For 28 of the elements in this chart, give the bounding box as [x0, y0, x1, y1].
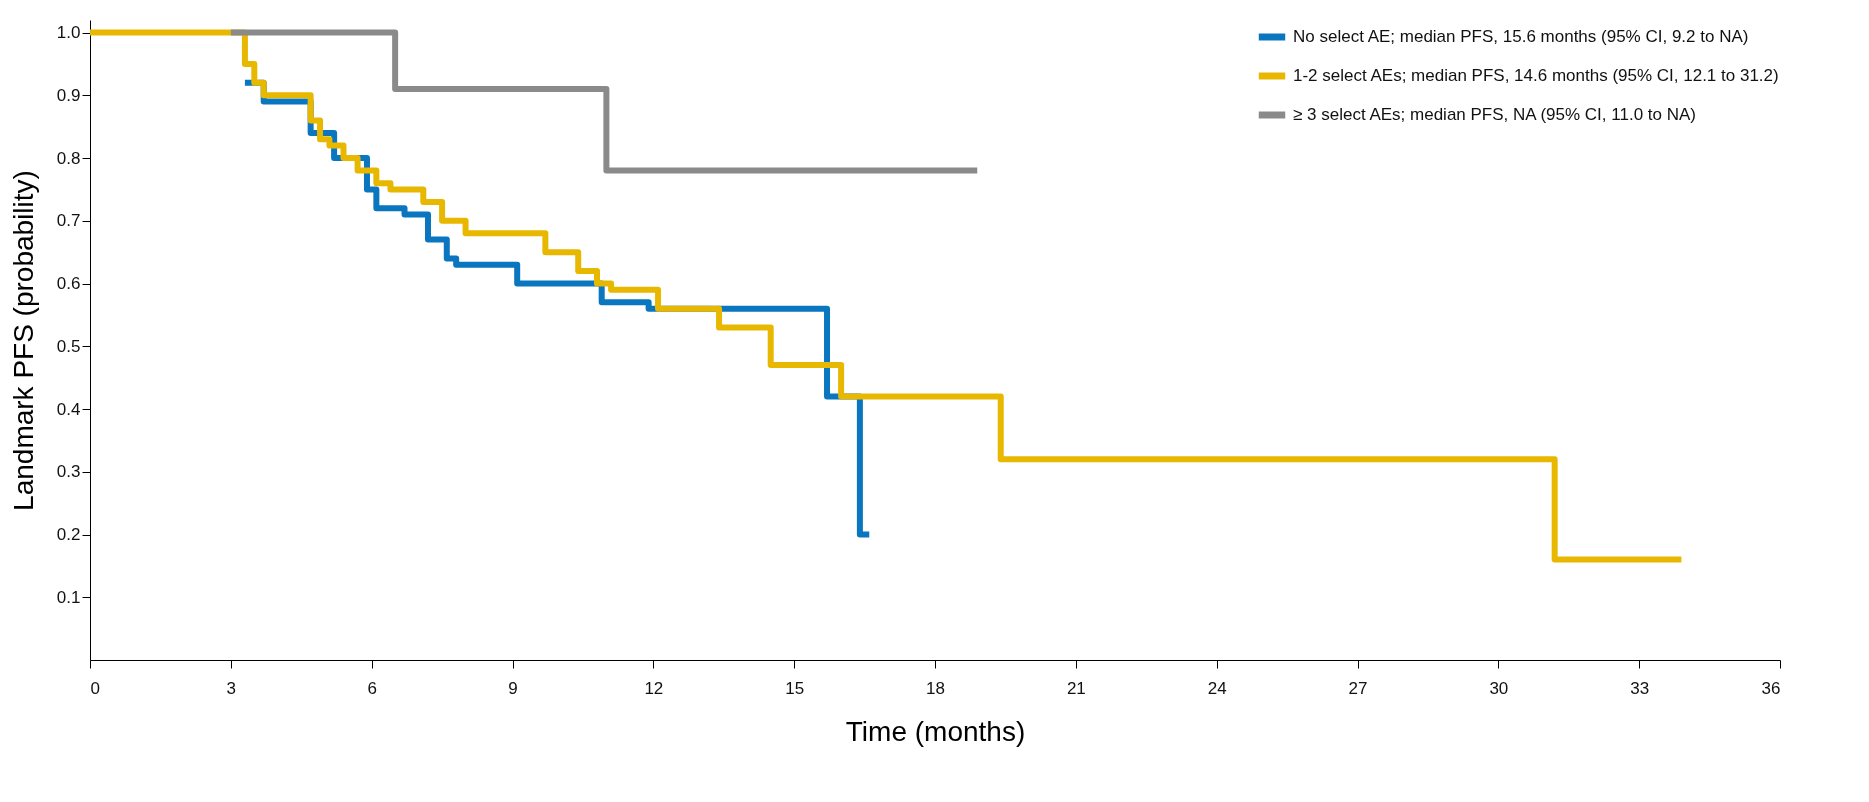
legend-label: 1-2 select AEs; median PFS, 14.6 months (95% CI, 12.1 to 31.2): [1293, 66, 1779, 85]
x-tick-label: 12: [644, 678, 664, 698]
y-tick-label: 0.4: [56, 399, 81, 419]
y-tick-label: 0.9: [56, 85, 81, 105]
x-tick-label: 21: [1066, 678, 1086, 698]
x-tick-label: 9: [508, 678, 518, 698]
legend-label: ≥ 3 select AEs; median PFS, NA (95% CI, 11.0 to NA): [1293, 105, 1697, 124]
y-tick-label: 0.5: [56, 336, 81, 356]
x-tick-label: 18: [926, 678, 945, 698]
y-tick-label: 0.1: [56, 587, 81, 607]
x-tick-label: 24: [1207, 678, 1227, 698]
x-tick-label: 27: [1348, 678, 1368, 698]
x-tick-label: 36: [1761, 678, 1781, 698]
x-axis-title: Time (months): [845, 715, 1026, 747]
y-tick-label: 0.7: [56, 211, 81, 231]
y-tick-label: 0.2: [56, 525, 81, 545]
x-tick-label: 0: [90, 678, 100, 698]
legend-label: No select AE; median PFS, 15.6 months (95% CI, 9.2 to NA): [1293, 27, 1749, 46]
y-axis-title: Landmark PFS (probability): [7, 170, 39, 511]
y-tick-label: 0.8: [56, 148, 81, 168]
x-tick-label: 33: [1630, 678, 1650, 698]
y-tick-label: 0.3: [56, 462, 81, 482]
x-tick-label: 6: [367, 678, 377, 698]
y-tick-label: 1.0: [56, 23, 81, 43]
y-tick-label: 0.6: [56, 274, 81, 294]
x-tick-label: 3: [226, 678, 237, 698]
x-tick-label: 15: [785, 678, 805, 698]
x-tick-label: 30: [1489, 678, 1509, 698]
